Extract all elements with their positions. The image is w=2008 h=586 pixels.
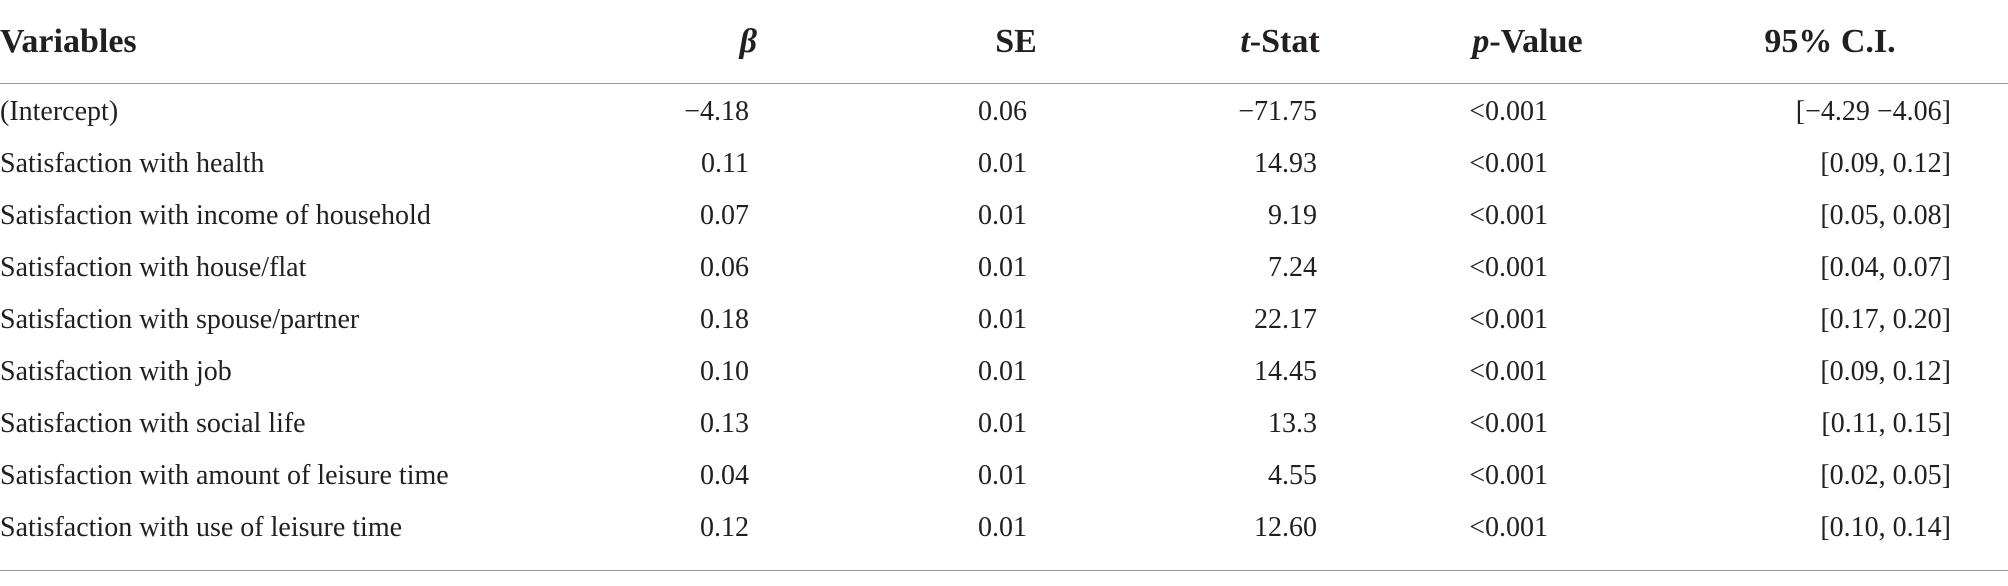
cell-beta: 0.11: [701, 148, 749, 179]
cell-beta: 0.18: [700, 304, 749, 335]
cell-se: 0.01: [978, 512, 1027, 543]
cell-ci: [0.17, 0.20]: [1820, 304, 1951, 335]
table-row: Satisfaction with health 0.11 0.01 14.93 <0.…: [0, 138, 2008, 190]
cell-t-stat: −71.75: [1238, 96, 1317, 127]
cell-t-stat: 14.93: [1254, 148, 1317, 179]
header-se-label: SE: [995, 22, 1037, 60]
table-row: Satisfaction with income of household 0.0…: [0, 190, 2008, 242]
cell-t-stat: 7.24: [1268, 252, 1317, 283]
cell-p-value: <0.001: [1469, 408, 1548, 439]
cell-beta: 0.07: [700, 200, 749, 231]
cell-variable: Satisfaction with use of leisure time: [0, 512, 403, 543]
table-header: Variables β SE t-Stat p-Value 95% C.I.: [0, 0, 2008, 84]
header-ci: 95% C.I.: [1652, 0, 2008, 84]
cell-variable: Satisfaction with amount of leisure time: [0, 460, 449, 491]
cell-beta: 0.06: [700, 252, 749, 283]
cell-variable: (Intercept): [0, 96, 119, 127]
cell-ci: [0.02, 0.05]: [1820, 460, 1951, 491]
header-t-stat-rest: -Stat: [1249, 22, 1320, 60]
cell-t-stat: 9.19: [1268, 200, 1317, 231]
header-t-stat: t-Stat: [1037, 0, 1327, 84]
cell-variable: Satisfaction with income of household: [0, 200, 431, 231]
cell-t-stat: 14.45: [1254, 356, 1317, 387]
header-se: SE: [757, 0, 1037, 84]
header-p-value-rest: -Value: [1489, 22, 1583, 60]
cell-p-value: <0.001: [1469, 304, 1548, 335]
regression-table: Variables β SE t-Stat p-Value 95% C.I. (…: [0, 0, 2008, 555]
header-variables: Variables: [0, 0, 620, 84]
cell-beta: −4.18: [684, 96, 749, 127]
cell-se: 0.01: [978, 148, 1027, 179]
header-beta-symbol: β: [739, 22, 757, 60]
cell-variable: Satisfaction with health: [0, 148, 265, 179]
cell-se: 0.01: [978, 252, 1027, 283]
cell-se: 0.01: [978, 408, 1027, 439]
cell-beta: 0.12: [700, 512, 749, 543]
cell-variable: Satisfaction with house/flat: [0, 252, 307, 283]
table-bottom-rule: [0, 570, 2008, 571]
cell-se: 0.01: [978, 356, 1027, 387]
cell-p-value: <0.001: [1469, 96, 1548, 127]
table-row: Satisfaction with job 0.10 0.01 14.45 <0.001…: [0, 346, 2008, 398]
cell-se: 0.01: [978, 304, 1027, 335]
cell-se: 0.01: [978, 460, 1027, 491]
table-body: (Intercept) −4.18 0.06 −71.75 <0.001 [−4.29 −…: [0, 84, 2008, 555]
cell-t-stat: 4.55: [1268, 460, 1317, 491]
table-row: Satisfaction with social life 0.13 0.01 13.…: [0, 398, 2008, 450]
table-row: Satisfaction with spouse/partner 0.18 0.01…: [0, 294, 2008, 346]
cell-ci: [−4.29 −4.06]: [1795, 96, 1951, 127]
cell-se: 0.01: [978, 200, 1027, 231]
table-row: Satisfaction with use of leisure time 0.1…: [0, 502, 2008, 554]
cell-ci: [0.10, 0.14]: [1820, 512, 1951, 543]
cell-p-value: <0.001: [1469, 200, 1548, 231]
header-ci-label: 95% C.I.: [1764, 22, 1896, 60]
cell-variable: Satisfaction with spouse/partner: [0, 304, 360, 335]
table-row: Satisfaction with amount of leisure time…: [0, 450, 2008, 502]
cell-p-value: <0.001: [1469, 512, 1548, 543]
header-beta: β: [620, 0, 757, 84]
cell-t-stat: 12.60: [1254, 512, 1317, 543]
cell-beta: 0.04: [700, 460, 749, 491]
cell-ci: [0.09, 0.12]: [1820, 148, 1951, 179]
cell-beta: 0.10: [700, 356, 749, 387]
header-t-stat-italic: t: [1240, 22, 1250, 60]
header-p-value-italic: p: [1472, 22, 1490, 60]
cell-p-value: <0.001: [1469, 252, 1548, 283]
cell-ci: [0.05, 0.08]: [1820, 200, 1951, 231]
cell-beta: 0.13: [700, 408, 749, 439]
header-row: Variables β SE t-Stat p-Value 95% C.I.: [0, 0, 2008, 84]
cell-ci: [0.09, 0.12]: [1820, 356, 1951, 387]
cell-ci: [0.04, 0.07]: [1820, 252, 1951, 283]
cell-t-stat: 22.17: [1254, 304, 1317, 335]
cell-variable: Satisfaction with job: [0, 356, 232, 387]
cell-p-value: <0.001: [1469, 356, 1548, 387]
table-row: Satisfaction with house/flat 0.06 0.01 7.24…: [0, 242, 2008, 294]
cell-t-stat: 13.3: [1268, 408, 1317, 439]
table-row: (Intercept) −4.18 0.06 −71.75 <0.001 [−4.29 −…: [0, 84, 2008, 139]
cell-ci: [0.11, 0.15]: [1821, 408, 1951, 439]
cell-variable: Satisfaction with social life: [0, 408, 306, 439]
cell-p-value: <0.001: [1469, 148, 1548, 179]
cell-se: 0.06: [978, 96, 1027, 127]
header-p-value: p-Value: [1327, 0, 1652, 84]
cell-p-value: <0.001: [1469, 460, 1548, 491]
